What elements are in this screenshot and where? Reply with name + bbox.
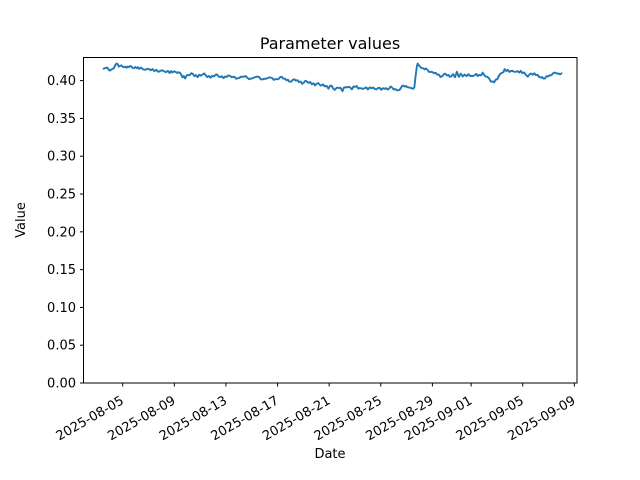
series-layer — [102, 62, 563, 93]
y-tick-label: 0.25 — [47, 188, 76, 203]
x-axis-label: Date — [314, 447, 345, 462]
data-line — [102, 62, 563, 93]
y-tick-label: 0.40 — [47, 74, 76, 89]
plot-frame — [83, 57, 578, 384]
chart-title: Parameter values — [260, 34, 400, 53]
y-tick-label: 0.05 — [47, 339, 76, 354]
y-tick-label: 0.10 — [47, 301, 76, 316]
y-tick-label: 0.30 — [47, 150, 76, 165]
y-axis-label: Value — [14, 202, 29, 238]
y-tick-label: 0.15 — [47, 263, 76, 278]
y-tick-label: 0.20 — [47, 225, 76, 240]
y-tick-label: 0.35 — [47, 112, 76, 127]
axes-layer: 2025-08-052025-08-092025-08-132025-08-17… — [47, 57, 578, 444]
y-tick-label: 0.00 — [47, 377, 76, 392]
